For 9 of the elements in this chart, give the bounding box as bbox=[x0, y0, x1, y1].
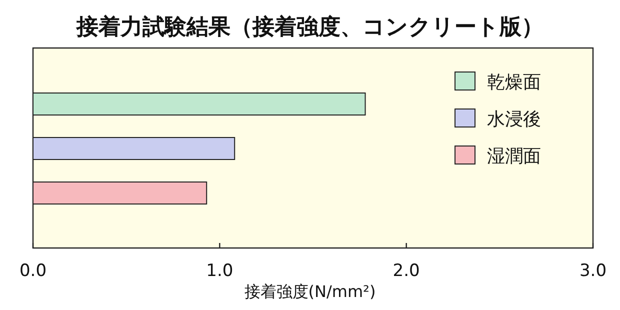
chart-title: 接着力試験結果（接着強度、コンクリート版） bbox=[76, 14, 544, 40]
legend-label: 湿潤面 bbox=[487, 146, 541, 167]
x-tick-label: 0.0 bbox=[19, 261, 47, 281]
legend-label: 乾燥面 bbox=[487, 72, 541, 93]
legend-label: 水浸後 bbox=[487, 109, 541, 130]
x-axis-title: 接着強度(N/mm²) bbox=[244, 282, 376, 301]
x-tick-label: 2.0 bbox=[392, 261, 420, 281]
x-tick-label: 1.0 bbox=[206, 261, 234, 281]
x-tick-label: 3.0 bbox=[579, 261, 607, 281]
